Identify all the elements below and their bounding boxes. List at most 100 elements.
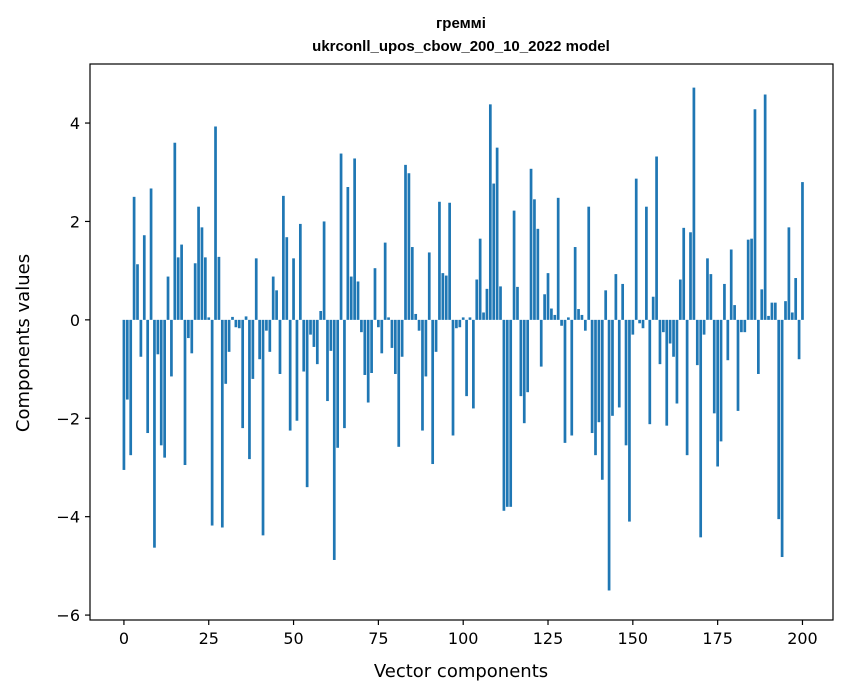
bar [716,319,719,467]
bar [519,319,523,397]
bar [319,311,323,320]
bar [448,202,451,320]
bar [397,319,401,447]
bar [695,319,699,366]
bar [207,317,211,320]
bar [665,319,669,426]
bar [760,289,764,320]
bar [302,319,306,372]
bar [583,319,587,331]
bar [495,147,499,320]
bar [326,319,329,402]
bar [214,126,217,320]
bar [617,319,621,408]
bar [736,319,740,411]
bars-group [122,87,804,591]
bar [329,319,333,351]
bar [200,227,204,320]
bar [309,319,312,335]
bar [499,286,502,320]
bar [743,319,747,333]
bar [587,206,591,320]
bar [512,210,516,320]
bar [655,156,658,320]
bar [176,257,180,320]
bar [136,264,139,320]
bar [377,319,380,328]
bar [773,302,777,320]
bar [163,319,166,458]
bar [346,187,350,320]
bar [712,319,716,414]
bar [753,109,757,320]
bar [533,199,536,320]
bar [746,239,750,320]
bar [699,319,703,538]
bar [237,319,241,329]
bar [784,301,787,320]
bar [241,319,245,429]
bar [353,158,356,320]
bar [125,319,129,400]
bar [597,319,601,423]
bar [173,142,177,320]
bar [166,276,170,320]
bar [590,319,594,434]
bar [702,319,706,335]
bar [434,319,438,352]
bar [689,232,692,320]
bar [604,290,608,320]
bar [485,288,489,320]
bar [129,319,133,456]
bar [678,279,682,320]
bar [522,319,526,424]
x-axis-ticks: 0 25 50 75 100 125 150 175 200 [119,620,818,648]
bar [631,319,635,335]
bar [770,302,774,320]
bar [410,247,414,320]
bar [458,319,462,328]
bar [421,319,424,431]
bar [393,319,397,374]
bar [360,319,363,333]
bar [417,319,421,331]
bar [801,182,804,320]
bar [567,317,570,320]
bar [153,319,156,548]
bar [248,319,251,460]
bar [706,258,709,320]
bar [733,305,736,320]
bar [224,319,228,384]
plot-frame [89,63,834,621]
bar [790,312,794,320]
bar [628,319,631,522]
bar [366,319,370,403]
bar [373,268,377,320]
bar [244,316,248,320]
bar [780,319,784,558]
bar [539,319,543,367]
bar [757,319,760,374]
bar [546,273,550,320]
bar [600,319,604,480]
x-tick-label: 200 [787,629,818,648]
bar [231,316,234,320]
bar [641,319,645,329]
bar [210,319,214,526]
bar [383,242,387,320]
bar [139,319,143,357]
bar [645,206,648,320]
bar [465,319,468,397]
bar [740,319,743,333]
bar [492,183,496,320]
bar [427,252,431,320]
bar [692,87,696,320]
x-axis-label: Vector components [374,661,548,682]
bar [709,274,713,320]
y-tick-label: −2 [56,409,80,428]
bar [203,257,207,320]
bar [217,256,221,320]
bar [675,319,679,404]
bar [556,197,560,320]
y-tick-label: 2 [70,212,80,231]
